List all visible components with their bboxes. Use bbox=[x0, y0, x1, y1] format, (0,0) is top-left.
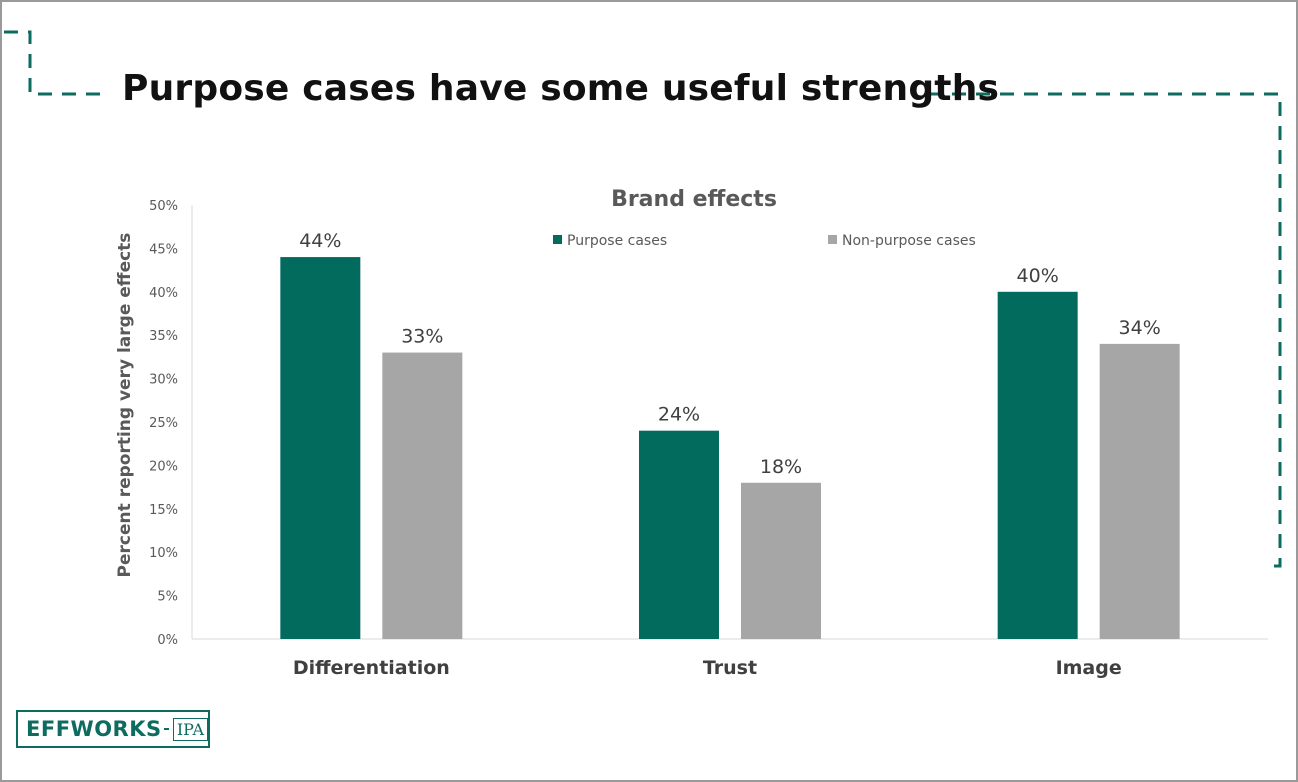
logo-ipa: IPA bbox=[172, 717, 208, 741]
effworks-ipa-logo: EFFWORKS IPA bbox=[16, 710, 210, 748]
y-tick-label: 20% bbox=[149, 459, 178, 474]
data-label: 44% bbox=[299, 230, 341, 252]
y-tick-label: 5% bbox=[157, 590, 178, 605]
logo-effworks: EFFWORKS bbox=[26, 717, 162, 741]
data-label: 24% bbox=[658, 404, 700, 426]
category-label: Trust bbox=[703, 657, 757, 679]
legend-swatch bbox=[553, 235, 562, 244]
logo-separator bbox=[163, 728, 169, 730]
y-tick-label: 10% bbox=[149, 546, 178, 561]
y-tick-label: 45% bbox=[149, 242, 178, 257]
y-tick-label: 30% bbox=[149, 373, 178, 388]
data-label: 40% bbox=[1017, 265, 1059, 287]
data-labels: 44% 33% 24% 18% 40% 34% bbox=[299, 230, 1161, 478]
y-tick-label: 15% bbox=[149, 503, 178, 518]
bar-non-purpose-image bbox=[1099, 343, 1180, 639]
bar-purpose-trust bbox=[639, 430, 719, 639]
bar-non-purpose-differentiation bbox=[382, 352, 463, 639]
y-tick-label: 40% bbox=[149, 286, 178, 301]
legend-swatch bbox=[828, 235, 837, 244]
data-label: 34% bbox=[1119, 317, 1161, 339]
y-axis-label: Percent reporting very large effects bbox=[115, 233, 135, 578]
y-ticks: 0% 5% 10% 15% 20% 25% 30% 35% 40% 45% 50% bbox=[149, 199, 178, 648]
y-tick-label: 0% bbox=[157, 633, 178, 648]
y-tick-label: 50% bbox=[149, 199, 178, 214]
slide-title: Purpose cases have some useful strengths bbox=[122, 68, 1000, 109]
bar-purpose-image bbox=[997, 291, 1078, 639]
legend: Purpose cases Non-purpose cases bbox=[553, 233, 976, 249]
bar-non-purpose-trust bbox=[741, 482, 821, 639]
category-label: Differentiation bbox=[293, 657, 450, 679]
legend-label: Purpose cases bbox=[567, 233, 667, 249]
bar-purpose-differentiation bbox=[280, 257, 361, 639]
chart-title: Brand effects bbox=[611, 187, 777, 212]
axes bbox=[191, 205, 1268, 640]
data-label: 33% bbox=[401, 326, 443, 348]
data-label: 18% bbox=[760, 456, 802, 478]
bars bbox=[280, 257, 1180, 639]
y-tick-label: 25% bbox=[149, 416, 178, 431]
y-tick-label: 35% bbox=[149, 329, 178, 344]
category-labels: Differentiation Trust Image bbox=[293, 657, 1122, 679]
category-label: Image bbox=[1056, 657, 1122, 679]
legend-label: Non-purpose cases bbox=[842, 233, 976, 249]
